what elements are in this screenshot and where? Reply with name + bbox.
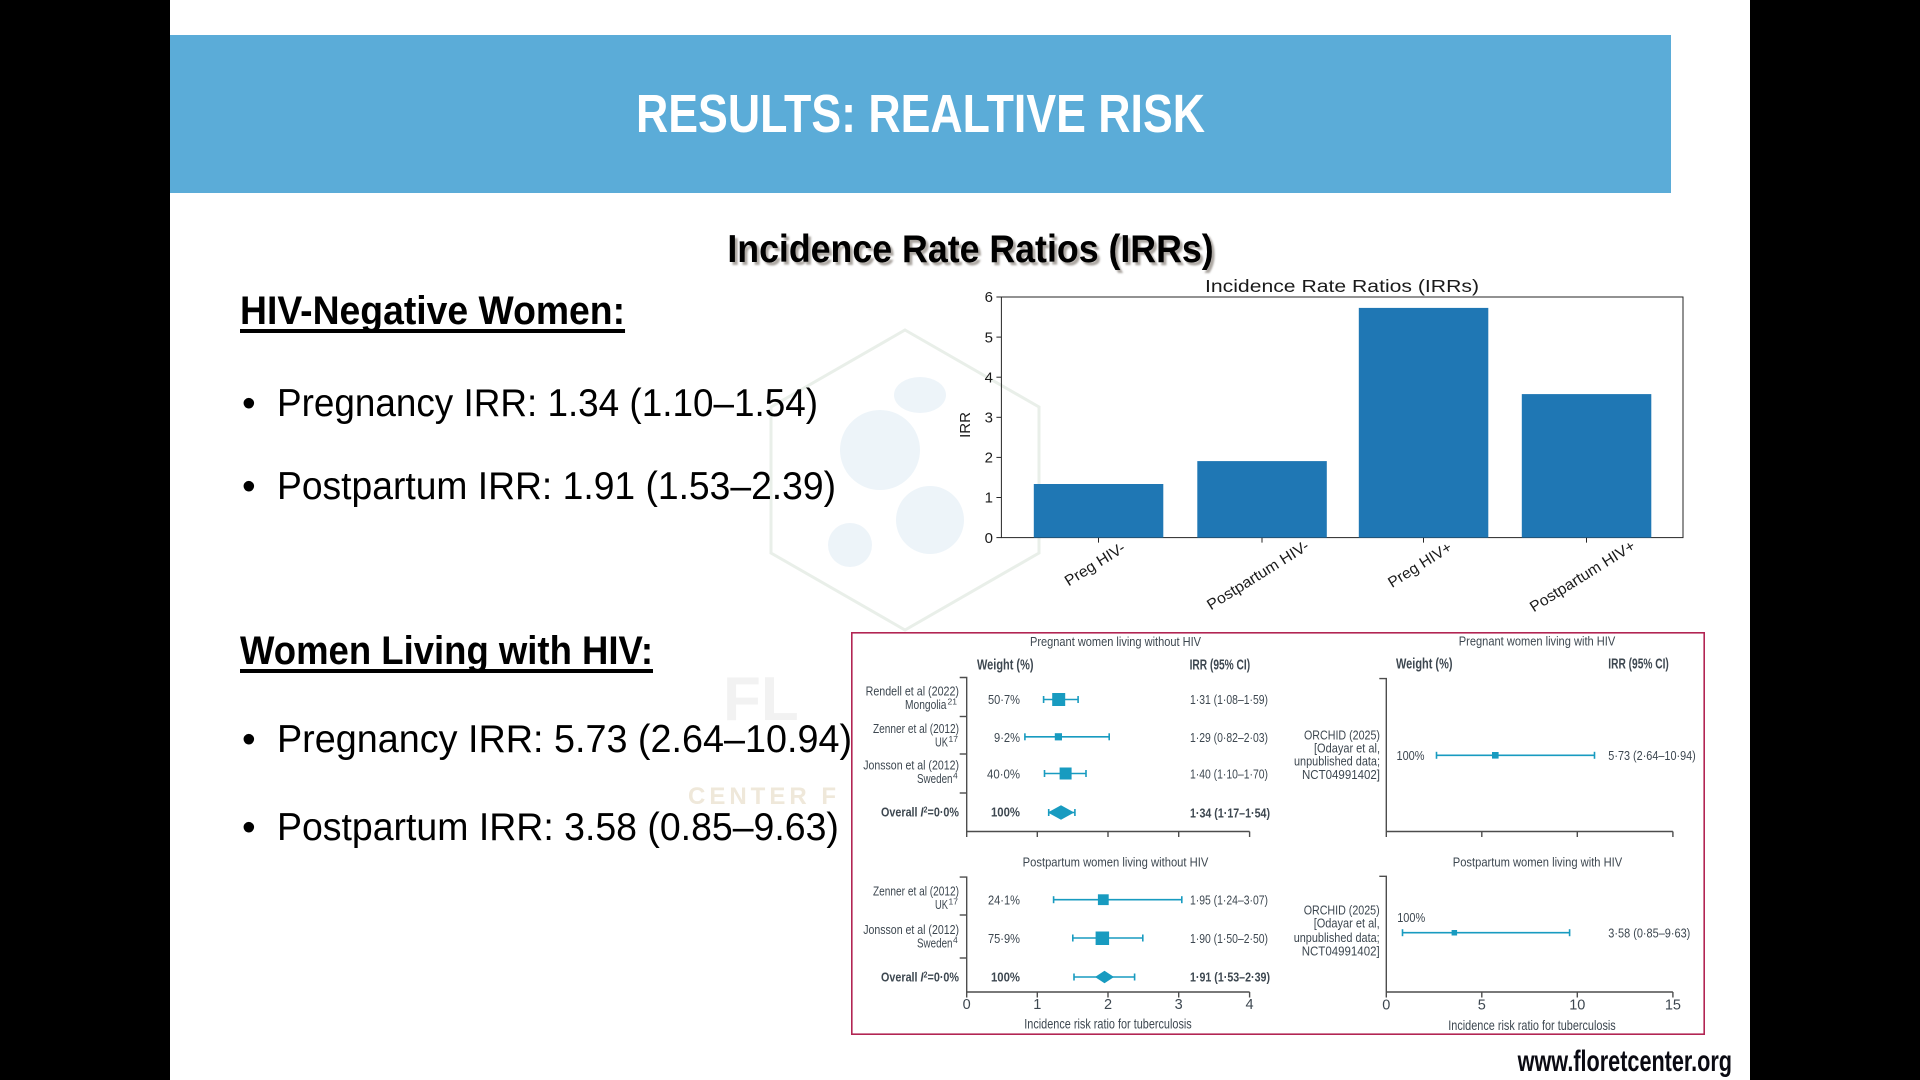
svg-text:3·58 (0·85–9·63): 3·58 (0·85–9·63) xyxy=(1608,926,1690,941)
svg-text:ORCHID (2025): ORCHID (2025) xyxy=(1304,727,1380,742)
svg-text:NCT04991402]: NCT04991402] xyxy=(1302,943,1380,958)
svg-text:[Odayar et al,: [Odayar et al, xyxy=(1314,916,1380,931)
svg-text:1·29 (0·82–2·03): 1·29 (0·82–2·03) xyxy=(1190,730,1268,745)
svg-text:3: 3 xyxy=(985,410,993,427)
svg-text:0: 0 xyxy=(985,530,993,547)
svg-text:1·31 (1·08–1·59): 1·31 (1·08–1·59) xyxy=(1190,692,1268,707)
svg-text:9·2%: 9·2% xyxy=(994,730,1020,745)
svg-text:Postpartum HIV+: Postpartum HIV+ xyxy=(1527,537,1639,616)
svg-text:Postpartum women living withou: Postpartum women living without HIV xyxy=(1023,854,1209,869)
svg-text:Pregnant women living without: Pregnant women living without HIV xyxy=(1030,634,1201,649)
svg-text:15: 15 xyxy=(1665,998,1681,1014)
svg-text:Overall I2=0·0%: Overall I2=0·0% xyxy=(881,970,960,985)
svg-text:Rendell et al (2022): Rendell et al (2022) xyxy=(866,684,959,699)
svg-text:1·95 (1·24–3·07): 1·95 (1·24–3·07) xyxy=(1190,893,1268,908)
svg-text:100%: 100% xyxy=(1397,910,1425,925)
svg-text:50·7%: 50·7% xyxy=(988,692,1020,707)
svg-text:Zenner et al (2012): Zenner et al (2012) xyxy=(873,884,959,899)
svg-text:Mongolia: Mongolia xyxy=(905,697,947,712)
svg-text:1·90 (1·50–2·50): 1·90 (1·50–2·50) xyxy=(1190,931,1268,946)
svg-text:IRR (95% CI): IRR (95% CI) xyxy=(1608,655,1669,672)
svg-text:40·0%: 40·0% xyxy=(987,767,1020,782)
svg-text:4: 4 xyxy=(953,771,958,781)
svg-text:Jonsson et al (2012): Jonsson et al (2012) xyxy=(863,922,959,937)
svg-text:75·9%: 75·9% xyxy=(988,931,1020,946)
svg-text:Zenner et al (2012): Zenner et al (2012) xyxy=(873,721,959,736)
svg-text:Postpartum HIV-: Postpartum HIV- xyxy=(1204,537,1312,613)
svg-text:0: 0 xyxy=(1382,998,1390,1014)
svg-text:CENTER F: CENTER F xyxy=(688,783,840,810)
svg-text:21: 21 xyxy=(948,697,958,707)
svg-text:Incidence Rate Ratios (IRRs): Incidence Rate Ratios (IRRs) xyxy=(1205,276,1479,296)
svg-text:100%: 100% xyxy=(1397,748,1425,763)
svg-text:100%: 100% xyxy=(991,805,1021,820)
svg-text:4: 4 xyxy=(953,935,958,945)
svg-text:4: 4 xyxy=(1246,997,1254,1013)
svg-text:1·34 (1·17–1·54): 1·34 (1·17–1·54) xyxy=(1190,806,1270,821)
svg-text:Weight (%): Weight (%) xyxy=(1396,655,1453,672)
svg-text:IRR: IRR xyxy=(957,412,974,438)
svg-text:Incidence risk ratio for tuber: Incidence risk ratio for tuberculosis xyxy=(1024,1016,1192,1032)
svg-text:ORCHID (2025): ORCHID (2025) xyxy=(1304,903,1380,918)
svg-text:17: 17 xyxy=(949,734,959,744)
svg-text:Pregnant women living with HIV: Pregnant women living with HIV xyxy=(1459,633,1616,648)
svg-text:4: 4 xyxy=(985,369,993,386)
svg-text:UK: UK xyxy=(935,734,948,749)
svg-text:Weight (%): Weight (%) xyxy=(977,657,1034,674)
svg-text:10: 10 xyxy=(1569,998,1585,1014)
svg-text:UK: UK xyxy=(935,897,948,912)
svg-text:Incidence risk ratio for tuber: Incidence risk ratio for tuberculosis xyxy=(1448,1017,1616,1033)
svg-text:FL: FL xyxy=(723,665,799,734)
svg-text:Preg HIV-: Preg HIV- xyxy=(1062,539,1129,589)
svg-text:Postpartum women living with H: Postpartum women living with HIV xyxy=(1453,854,1623,869)
svg-text:1·40 (1·10–1·70): 1·40 (1·10–1·70) xyxy=(1190,767,1268,782)
svg-text:2: 2 xyxy=(985,450,993,467)
svg-text:3: 3 xyxy=(1175,997,1183,1013)
svg-text:1: 1 xyxy=(985,490,993,507)
svg-text:1·91 (1·53–2·39): 1·91 (1·53–2·39) xyxy=(1190,970,1270,985)
svg-text:unpublished data;: unpublished data; xyxy=(1294,930,1380,945)
svg-text:Preg HIV+: Preg HIV+ xyxy=(1385,539,1455,592)
svg-text:5: 5 xyxy=(985,329,993,346)
svg-text:Sweden: Sweden xyxy=(917,936,953,951)
svg-text:IRR (95% CI): IRR (95% CI) xyxy=(1190,657,1251,674)
svg-text:24·1%: 24·1% xyxy=(988,893,1020,908)
svg-text:6: 6 xyxy=(985,289,993,306)
svg-text:[Odayar et al,: [Odayar et al, xyxy=(1314,741,1380,756)
svg-text:5·73 (2·64–10·94): 5·73 (2·64–10·94) xyxy=(1608,748,1696,763)
svg-text:unpublished data;: unpublished data; xyxy=(1294,754,1380,769)
svg-text:Sweden: Sweden xyxy=(917,771,953,786)
svg-text:17: 17 xyxy=(949,897,959,907)
svg-text:1: 1 xyxy=(1033,997,1041,1013)
svg-text:100%: 100% xyxy=(991,970,1021,985)
svg-text:0: 0 xyxy=(963,997,971,1013)
svg-text:NCT04991402]: NCT04991402] xyxy=(1302,767,1380,782)
svg-text:5: 5 xyxy=(1478,998,1486,1014)
svg-text:Jonsson et al (2012): Jonsson et al (2012) xyxy=(863,758,959,773)
svg-text:Overall I2=0·0%: Overall I2=0·0% xyxy=(881,805,960,820)
svg-text:2: 2 xyxy=(1104,997,1112,1013)
